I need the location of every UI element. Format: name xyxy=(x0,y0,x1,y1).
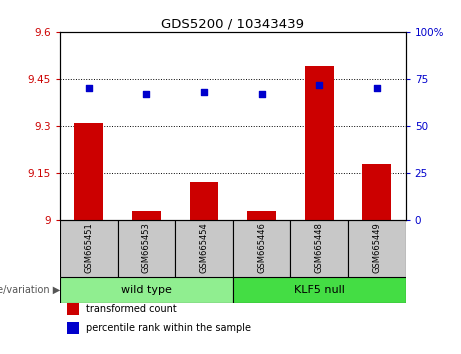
Bar xyxy=(290,220,348,277)
Bar xyxy=(175,220,233,277)
Bar xyxy=(67,303,79,315)
Bar xyxy=(305,67,334,220)
Bar xyxy=(67,322,79,334)
Text: percentile rank within the sample: percentile rank within the sample xyxy=(86,323,251,333)
Bar xyxy=(118,220,175,277)
Bar xyxy=(247,211,276,220)
Point xyxy=(373,86,381,91)
Text: GSM665453: GSM665453 xyxy=(142,222,151,273)
Point xyxy=(200,89,207,95)
Text: GSM665446: GSM665446 xyxy=(257,222,266,273)
Bar xyxy=(233,277,406,303)
Text: genotype/variation ▶: genotype/variation ▶ xyxy=(0,285,60,295)
Text: GSM665454: GSM665454 xyxy=(200,222,208,273)
Text: transformed count: transformed count xyxy=(86,304,177,314)
Bar xyxy=(60,277,233,303)
Title: GDS5200 / 10343439: GDS5200 / 10343439 xyxy=(161,18,304,31)
Bar xyxy=(233,220,290,277)
Text: GSM665448: GSM665448 xyxy=(315,222,324,273)
Text: wild type: wild type xyxy=(121,285,172,295)
Point xyxy=(142,91,150,97)
Bar xyxy=(60,220,118,277)
Point xyxy=(85,86,92,91)
Bar xyxy=(74,123,103,220)
Text: GSM665451: GSM665451 xyxy=(84,222,93,273)
Bar xyxy=(348,220,406,277)
Point xyxy=(315,82,323,87)
Bar xyxy=(189,183,219,220)
Text: KLF5 null: KLF5 null xyxy=(294,285,345,295)
Text: GSM665449: GSM665449 xyxy=(372,222,381,273)
Bar xyxy=(132,211,161,220)
Point xyxy=(258,91,266,97)
Bar xyxy=(362,164,391,220)
